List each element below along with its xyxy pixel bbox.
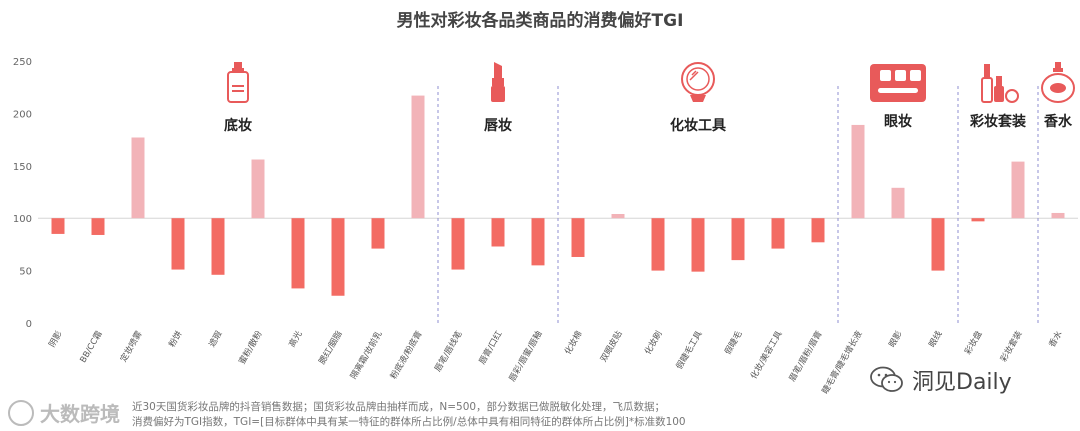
footnote-line-1: 近30天国货彩妆品牌的抖音销售数据；国货彩妆品牌由抽样而成，N=500，部分数据… xyxy=(132,401,666,413)
x-tick-label: 遮瑕 xyxy=(207,329,225,350)
y-tick-label: 150 xyxy=(13,162,32,173)
bar xyxy=(331,218,345,296)
y-tick-label: 0 xyxy=(26,319,32,330)
foundation-bottle-icon xyxy=(227,62,249,103)
x-tick-label: 假睫毛工具 xyxy=(674,329,705,372)
x-tick-label: 双眼皮贴 xyxy=(598,329,625,364)
bar xyxy=(451,218,465,270)
footnote-line-2: 消费偏好为TGI指数，TGI=[目标群体中具有某一特征的群体所占比例/总体中具有… xyxy=(132,416,686,428)
x-tick-label: 阴影 xyxy=(47,329,65,350)
wechat-icon xyxy=(870,366,903,392)
y-tick-label: 50 xyxy=(19,267,32,278)
eyeshadow-palette-icon xyxy=(870,64,926,102)
bar xyxy=(171,218,185,270)
bar xyxy=(251,159,265,219)
bar xyxy=(131,137,145,219)
vanity-mirror-icon xyxy=(681,62,715,102)
footnote: 近30天国货彩妆品牌的抖音销售数据；国货彩妆品牌由抽样而成，N=500，部分数据… xyxy=(132,400,772,430)
bar xyxy=(291,218,305,289)
group-label: 化妆工具 xyxy=(670,117,726,134)
brand-text-right: 洞见Daily xyxy=(912,370,1012,395)
x-tick-label: 粉底液/粉底膏 xyxy=(388,329,424,381)
x-tick-label: 化妆刷 xyxy=(642,329,664,357)
bar xyxy=(531,218,545,266)
bar xyxy=(1011,161,1025,219)
x-tick-label: 化妆棉 xyxy=(562,329,584,357)
group-label: 眼妆 xyxy=(884,113,912,130)
bar xyxy=(771,218,785,249)
lipstick-icon xyxy=(491,62,505,102)
group-label: 底妆 xyxy=(224,117,252,134)
bar xyxy=(891,187,905,219)
x-tick-label: 隔离霜/妆前乳 xyxy=(348,329,385,382)
x-tick-label: 唇膏/口红 xyxy=(477,329,505,367)
group-label: 香水 xyxy=(1043,113,1073,130)
watermark-logo-left: 大数跨境 xyxy=(8,398,120,427)
bar xyxy=(371,218,385,249)
y-tick-label: 200 xyxy=(13,109,32,120)
x-tick-label: 假睫毛 xyxy=(722,329,745,357)
bar xyxy=(971,218,985,222)
x-tick-label: 蜜粉/散粉 xyxy=(237,329,265,367)
x-tick-label: 唇笔/唇线笔 xyxy=(432,329,464,374)
x-tick-label: 唇彩/唇蜜/唇釉 xyxy=(507,329,545,384)
bar xyxy=(691,218,705,272)
y-tick-label: 250 xyxy=(13,57,32,68)
bar xyxy=(1051,212,1065,219)
bar xyxy=(731,218,745,261)
x-tick-label: 化妆/美容工具 xyxy=(748,329,785,382)
x-tick-label: 腮红/胭脂 xyxy=(317,329,345,367)
bar xyxy=(211,218,225,275)
x-tick-label: 定妆喷雾 xyxy=(118,329,145,364)
x-tick-label: 睫毛膏/睫毛增长液 xyxy=(820,329,865,396)
x-tick-label: 彩妆套装 xyxy=(998,329,1025,364)
x-tick-label: 眉笔/眉粉/眉膏 xyxy=(787,329,825,384)
x-tick-label: BB/CC霜 xyxy=(78,330,104,365)
logo-ring-icon xyxy=(8,399,34,426)
perfume-bottle-icon xyxy=(1041,62,1075,103)
brand-logo-right: 洞见Daily xyxy=(870,364,1012,396)
watermark-text-left: 大数跨境 xyxy=(40,402,120,426)
bar xyxy=(851,124,865,219)
x-tick-label: 高光 xyxy=(287,329,305,350)
x-tick-label: 眼线 xyxy=(927,329,945,350)
y-tick-label: 100 xyxy=(13,214,32,225)
bar xyxy=(651,218,665,271)
x-tick-label: 香水 xyxy=(1047,329,1065,350)
group-label: 唇妆 xyxy=(484,117,512,134)
bar xyxy=(411,95,425,219)
x-tick-label: 眼影 xyxy=(887,329,905,350)
bar xyxy=(611,214,625,219)
bar xyxy=(51,218,65,234)
x-tick-label: 彩妆盘 xyxy=(962,329,985,357)
bar xyxy=(491,218,505,247)
bar xyxy=(811,218,825,243)
bar xyxy=(571,218,585,257)
x-tick-label: 粉饼 xyxy=(167,329,185,350)
bar xyxy=(91,218,105,235)
chart-title: 男性对彩妆各品类商品的消费偏好TGI xyxy=(396,11,684,31)
group-label: 彩妆套装 xyxy=(969,113,1027,130)
makeup-set-icon xyxy=(981,64,1019,103)
bar xyxy=(931,218,945,271)
